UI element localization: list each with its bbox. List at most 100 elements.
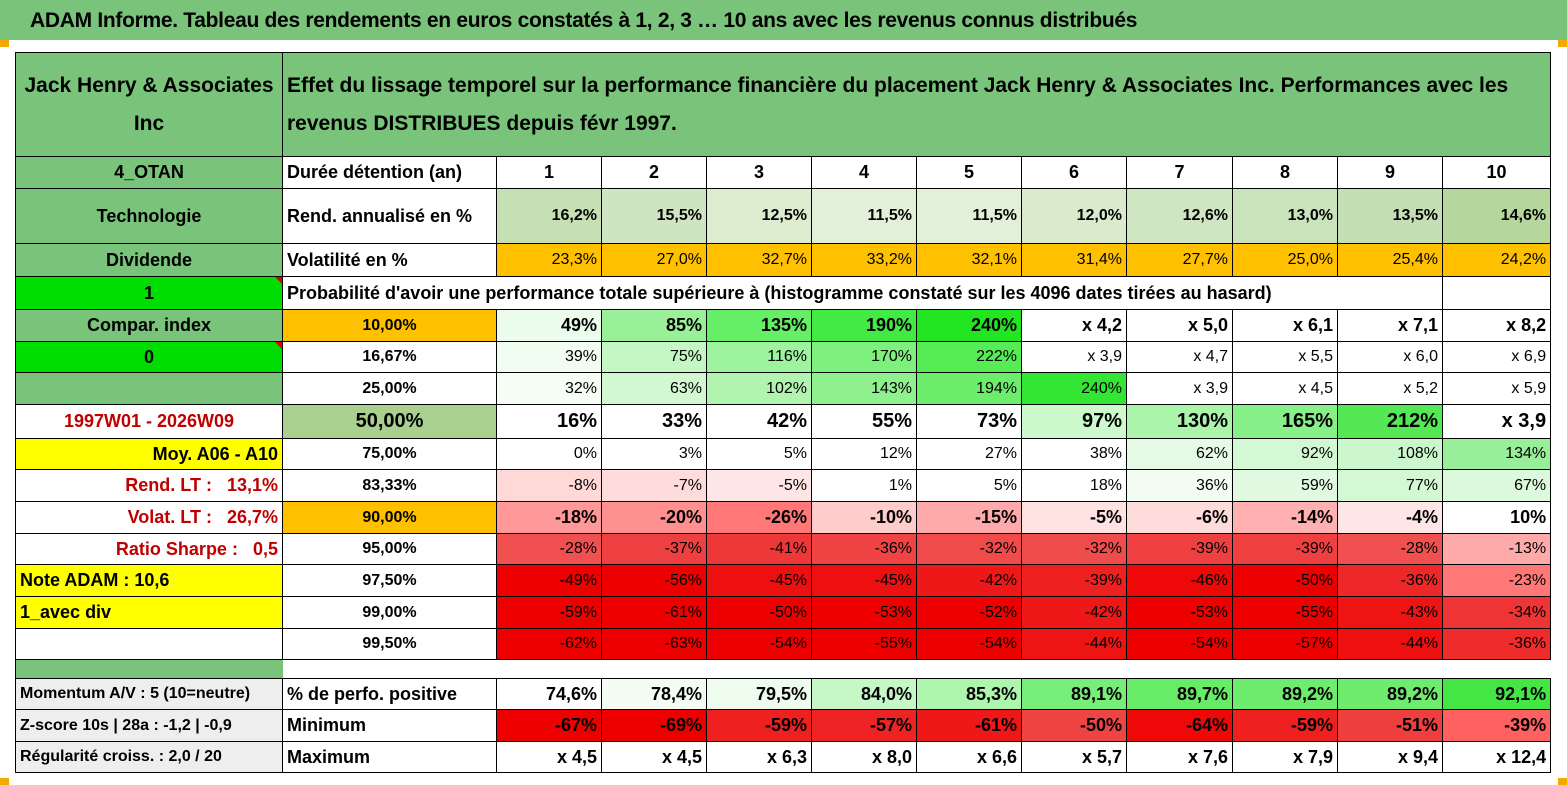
percentile-9: 97,50%	[282, 564, 497, 597]
year-5: 5	[916, 156, 1022, 189]
perc-value-r4-c-10: x 3,9	[1441, 404, 1552, 439]
perc-value-r1-c-6: x 4,2	[1021, 309, 1127, 342]
perc-value-r2-c-7: x 4,7	[1126, 341, 1233, 373]
spacer-green	[15, 659, 283, 679]
perc-value-r7-c-3: -26%	[706, 501, 812, 534]
percentile-11: 99,50%	[282, 628, 497, 660]
perc-value-r6-c-5: 5%	[916, 469, 1022, 502]
perf-value-6: 89,1%	[1021, 678, 1127, 710]
perc-value-r6-c-3: -5%	[706, 469, 812, 502]
min-row: Z-score 10s | 28a : -1,2 | -0,9 Minimum …	[15, 709, 1552, 742]
perc-value-r3-c-6: 240%	[1021, 372, 1127, 405]
perc-value-r7-c-9: -4%	[1337, 501, 1443, 534]
volat-lt-label: Volat. LT :	[127, 507, 212, 527]
perc-value-r9-c-9: -36%	[1337, 564, 1443, 597]
moy-label: Moy. A06 - A10	[15, 438, 283, 470]
rend-value-9: 13,5%	[1337, 188, 1443, 244]
avec-div: 1_avec div	[15, 596, 283, 629]
vol-value-2: 27,0%	[601, 243, 707, 277]
blank-green-cell	[15, 372, 283, 405]
rend-lt-label: Rend. LT :	[125, 475, 212, 495]
regularite: Régularité croiss. : 2,0 / 20	[15, 741, 283, 773]
min-value-4: -57%	[811, 709, 917, 742]
perc-value-r6-c-7: 36%	[1126, 469, 1233, 502]
year-4: 4	[811, 156, 917, 189]
vol-value-4: 33,2%	[811, 243, 917, 277]
perc-value-r2-c-4: 170%	[811, 341, 917, 373]
percentile-8: 95,00%	[282, 533, 497, 565]
perf-value-1: 74,6%	[496, 678, 602, 710]
perc-value-r7-c-4: -10%	[811, 501, 917, 534]
perc-value-r5-c-10: 134%	[1441, 438, 1552, 470]
perc-value-r11-c-9: -44%	[1337, 628, 1443, 660]
min-value-7: -64%	[1126, 709, 1233, 742]
perf-value-4: 84,0%	[811, 678, 917, 710]
perc-value-r2-c-5: 222%	[916, 341, 1022, 373]
year-10: 10	[1441, 156, 1552, 189]
perc-value-r3-c-4: 143%	[811, 372, 917, 405]
percentile-7: 90,00%	[282, 501, 497, 534]
flag-zero[interactable]: 0	[15, 341, 283, 373]
report-title: ADAM Informe. Tableau des rendements en …	[30, 9, 1138, 32]
empty-cell	[15, 628, 283, 660]
max-value-7: x 7,6	[1126, 741, 1233, 773]
perc-value-r2-c-1: 39%	[496, 341, 602, 373]
perc-value-r10-c-9: -43%	[1337, 596, 1443, 629]
percentile-3: 25,00%	[282, 372, 497, 405]
compar-index: Compar. index	[15, 309, 283, 342]
perc-value-r9-c-3: -45%	[706, 564, 812, 597]
percentile-4: 50,00%	[282, 404, 497, 439]
flag-one[interactable]: 1	[15, 276, 283, 310]
company-name: Jack Henry & Associates Inc	[15, 52, 283, 157]
perc-value-r8-c-1: -28%	[496, 533, 602, 565]
description: Effet du lissage temporel sur la perform…	[281, 52, 1552, 157]
min-value-10: -39%	[1441, 709, 1552, 742]
perc-value-r2-c-6: x 3,9	[1021, 341, 1127, 373]
perc-value-r4-c-4: 55%	[811, 404, 917, 439]
perf-value-3: 79,5%	[706, 678, 812, 710]
perc-value-r8-c-6: -32%	[1021, 533, 1127, 565]
note-adam: Note ADAM : 10,6	[15, 564, 283, 597]
perf-row: Momentum A/V : 5 (10=neutre) % de perfo.…	[15, 678, 1552, 710]
perc-value-r6-c-2: -7%	[601, 469, 707, 502]
perc-value-r1-c-7: x 5,0	[1126, 309, 1233, 342]
max-label: Maximum	[282, 741, 497, 773]
perc-value-r3-c-7: x 3,9	[1126, 372, 1233, 405]
rend-label: Rend. annualisé en %	[282, 188, 497, 244]
perc-value-r4-c-7: 130%	[1126, 404, 1233, 439]
year-8: 8	[1232, 156, 1338, 189]
perc-value-r10-c-6: -42%	[1021, 596, 1127, 629]
perc-row: 25,00% 32% 63% 102% 143% 194% 240% x 3,9 x 4,5 x …	[15, 372, 1552, 405]
perc-value-r3-c-2: 63%	[601, 372, 707, 405]
perc-row: Ratio Sharpe : 0,5 95,00% -28% -37% -41% -36…	[15, 533, 1552, 565]
vol-value-6: 31,4%	[1021, 243, 1127, 277]
perc-value-r11-c-10: -36%	[1441, 628, 1552, 660]
perc-value-r5-c-1: 0%	[496, 438, 602, 470]
perc-value-r11-c-2: -63%	[601, 628, 707, 660]
perc-value-r1-c-3: 135%	[706, 309, 812, 342]
volat-lt: Volat. LT : 26,7%	[15, 501, 283, 534]
perc-value-r11-c-5: -54%	[916, 628, 1022, 660]
perc-value-r6-c-6: 18%	[1021, 469, 1127, 502]
perc-value-r8-c-8: -39%	[1232, 533, 1338, 565]
perc-value-r5-c-8: 92%	[1232, 438, 1338, 470]
rend-value-10: 14,6%	[1441, 188, 1552, 244]
spacer	[282, 659, 1551, 679]
perc-row: 1997W01 - 2026W09 50,00% 16% 33% 42% 55% 73% 9…	[15, 404, 1552, 439]
rend-lt: Rend. LT : 13,1%	[15, 469, 283, 502]
perc-value-r3-c-10: x 5,9	[1441, 372, 1552, 405]
max-value-4: x 8,0	[811, 741, 917, 773]
perf-value-10: 92,1%	[1441, 678, 1552, 710]
perf-value-2: 78,4%	[601, 678, 707, 710]
perc-value-r10-c-2: -61%	[601, 596, 707, 629]
percentile-10: 99,00%	[282, 596, 497, 629]
sector-code: 4_OTAN	[15, 156, 283, 189]
vol-value-10: 24,2%	[1441, 243, 1552, 277]
zscore: Z-score 10s | 28a : -1,2 | -0,9	[15, 709, 283, 742]
perc-value-r1-c-5: 240%	[916, 309, 1022, 342]
min-value-3: -59%	[706, 709, 812, 742]
sharpe-value: 0,5	[252, 538, 278, 559]
perc-value-r8-c-5: -32%	[916, 533, 1022, 565]
perc-value-r8-c-9: -28%	[1337, 533, 1443, 565]
perc-value-r4-c-1: 16%	[496, 404, 602, 439]
